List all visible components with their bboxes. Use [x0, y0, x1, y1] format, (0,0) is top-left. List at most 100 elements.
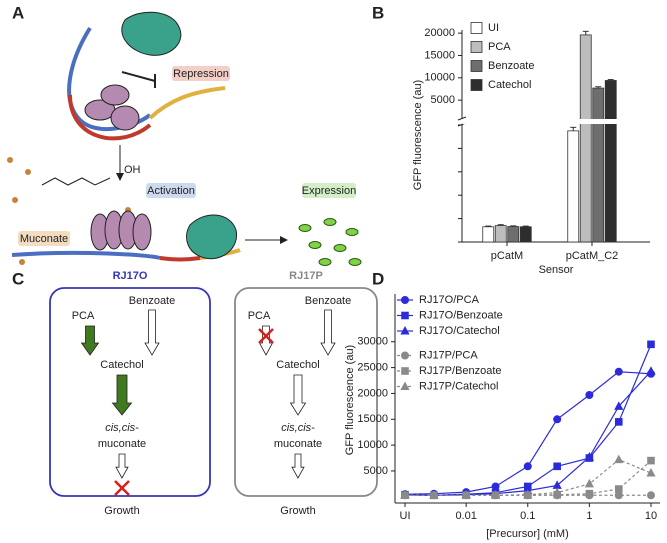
compound: Benzoate	[305, 295, 351, 307]
legend-marker	[400, 381, 410, 390]
arrow	[111, 374, 133, 416]
arrow-head	[280, 236, 288, 244]
dot	[12, 197, 18, 203]
bar	[519, 226, 532, 243]
x-tick-label: 0.1	[520, 510, 535, 522]
data-point	[400, 490, 410, 499]
series-line	[433, 371, 652, 495]
legend-label: Catechol	[488, 79, 531, 91]
compound: muconate	[274, 438, 322, 450]
data-point	[646, 366, 656, 375]
y-tick-label: 10000	[424, 72, 455, 84]
data-point	[614, 491, 623, 500]
legend-swatch	[470, 41, 483, 53]
bar	[507, 226, 520, 243]
data-point	[584, 478, 594, 488]
y-tick-label: 15000	[357, 413, 388, 425]
dna	[11, 250, 161, 260]
protein	[121, 11, 182, 56]
strain-name: RJ17O	[113, 270, 148, 282]
legend-label: RJ17O/Benzoate	[419, 309, 503, 321]
arrow-head	[116, 173, 124, 181]
legend-label: Benzoate	[488, 60, 534, 72]
data-point	[646, 468, 656, 477]
panel-a-drawing: Repression OH Muconate Activation Expres…	[7, 11, 362, 266]
phenotype: Growth	[280, 505, 315, 517]
block-mark	[114, 480, 130, 496]
compound: Benzoate	[129, 295, 175, 307]
y-axis-title: GFP fluorescence (au)	[344, 345, 356, 455]
axis-gap	[463, 119, 651, 124]
label-bg	[302, 183, 356, 198]
annotation: Activation	[147, 185, 195, 197]
y-tick-label: 20000	[424, 27, 455, 39]
panel-label: B	[372, 3, 384, 22]
data-point	[552, 487, 562, 497]
x-axis-title: Sensor	[539, 264, 574, 276]
legend-swatch	[470, 79, 483, 91]
data-point	[647, 456, 655, 465]
y-tick-label: 5000	[431, 94, 455, 106]
data-point	[585, 390, 594, 399]
data-point	[614, 367, 623, 376]
legend-label: PCA	[488, 41, 511, 53]
arrow	[115, 453, 129, 479]
data-point	[614, 454, 624, 464]
data-point	[523, 462, 532, 471]
strain-box	[234, 287, 378, 497]
series-line	[433, 344, 652, 496]
series-line	[433, 458, 652, 496]
data-point	[585, 489, 594, 498]
label-bg	[172, 66, 230, 81]
legend-label: UI	[488, 22, 499, 34]
gfp	[333, 244, 347, 252]
compound: PCA	[72, 310, 95, 322]
y-tick-label: 10000	[357, 439, 388, 451]
data-point	[553, 462, 561, 471]
legend-swatch	[470, 60, 483, 72]
bar	[567, 130, 580, 243]
compound: cis,cis-	[281, 422, 315, 434]
bar	[579, 34, 592, 243]
dna	[68, 94, 152, 141]
protein	[100, 84, 130, 106]
legend-marker	[401, 296, 409, 304]
x-tick-label: 0.01	[455, 510, 476, 522]
data-point	[614, 485, 623, 493]
bar	[482, 226, 495, 243]
molecule-label: OH	[124, 164, 141, 176]
inhibition	[121, 71, 156, 82]
legend-marker	[401, 351, 409, 360]
annotation: Repression	[173, 68, 229, 80]
bar	[494, 225, 507, 243]
strain-name: RJ17P	[289, 270, 323, 282]
protein	[110, 105, 140, 131]
compound: PCA	[248, 310, 271, 322]
legend-label: RJ17P/PCA	[419, 349, 478, 361]
strain-box	[49, 287, 211, 497]
x-tick-label: pCatM_C2	[566, 250, 619, 262]
arrow	[291, 453, 305, 479]
dna	[159, 256, 201, 262]
gfp	[308, 241, 322, 249]
arrow	[144, 309, 160, 356]
protein	[132, 213, 152, 251]
legend-swatch	[470, 22, 483, 34]
y-tick-label: 20000	[357, 387, 388, 399]
data-point	[614, 418, 623, 426]
y-tick-label: 30000	[357, 336, 388, 348]
data-point	[614, 401, 624, 410]
y-tick-label: 25000	[357, 361, 388, 373]
dot	[25, 169, 31, 175]
legend-marker	[400, 326, 410, 335]
series-line	[404, 493, 434, 495]
block-mark	[258, 328, 274, 344]
panel-label: C	[12, 269, 24, 288]
compound: Catechol	[276, 359, 319, 371]
legend-marker	[401, 311, 409, 320]
legend-marker	[401, 367, 409, 375]
gfp	[345, 228, 359, 236]
series-line	[433, 370, 652, 496]
gfp	[323, 218, 337, 226]
